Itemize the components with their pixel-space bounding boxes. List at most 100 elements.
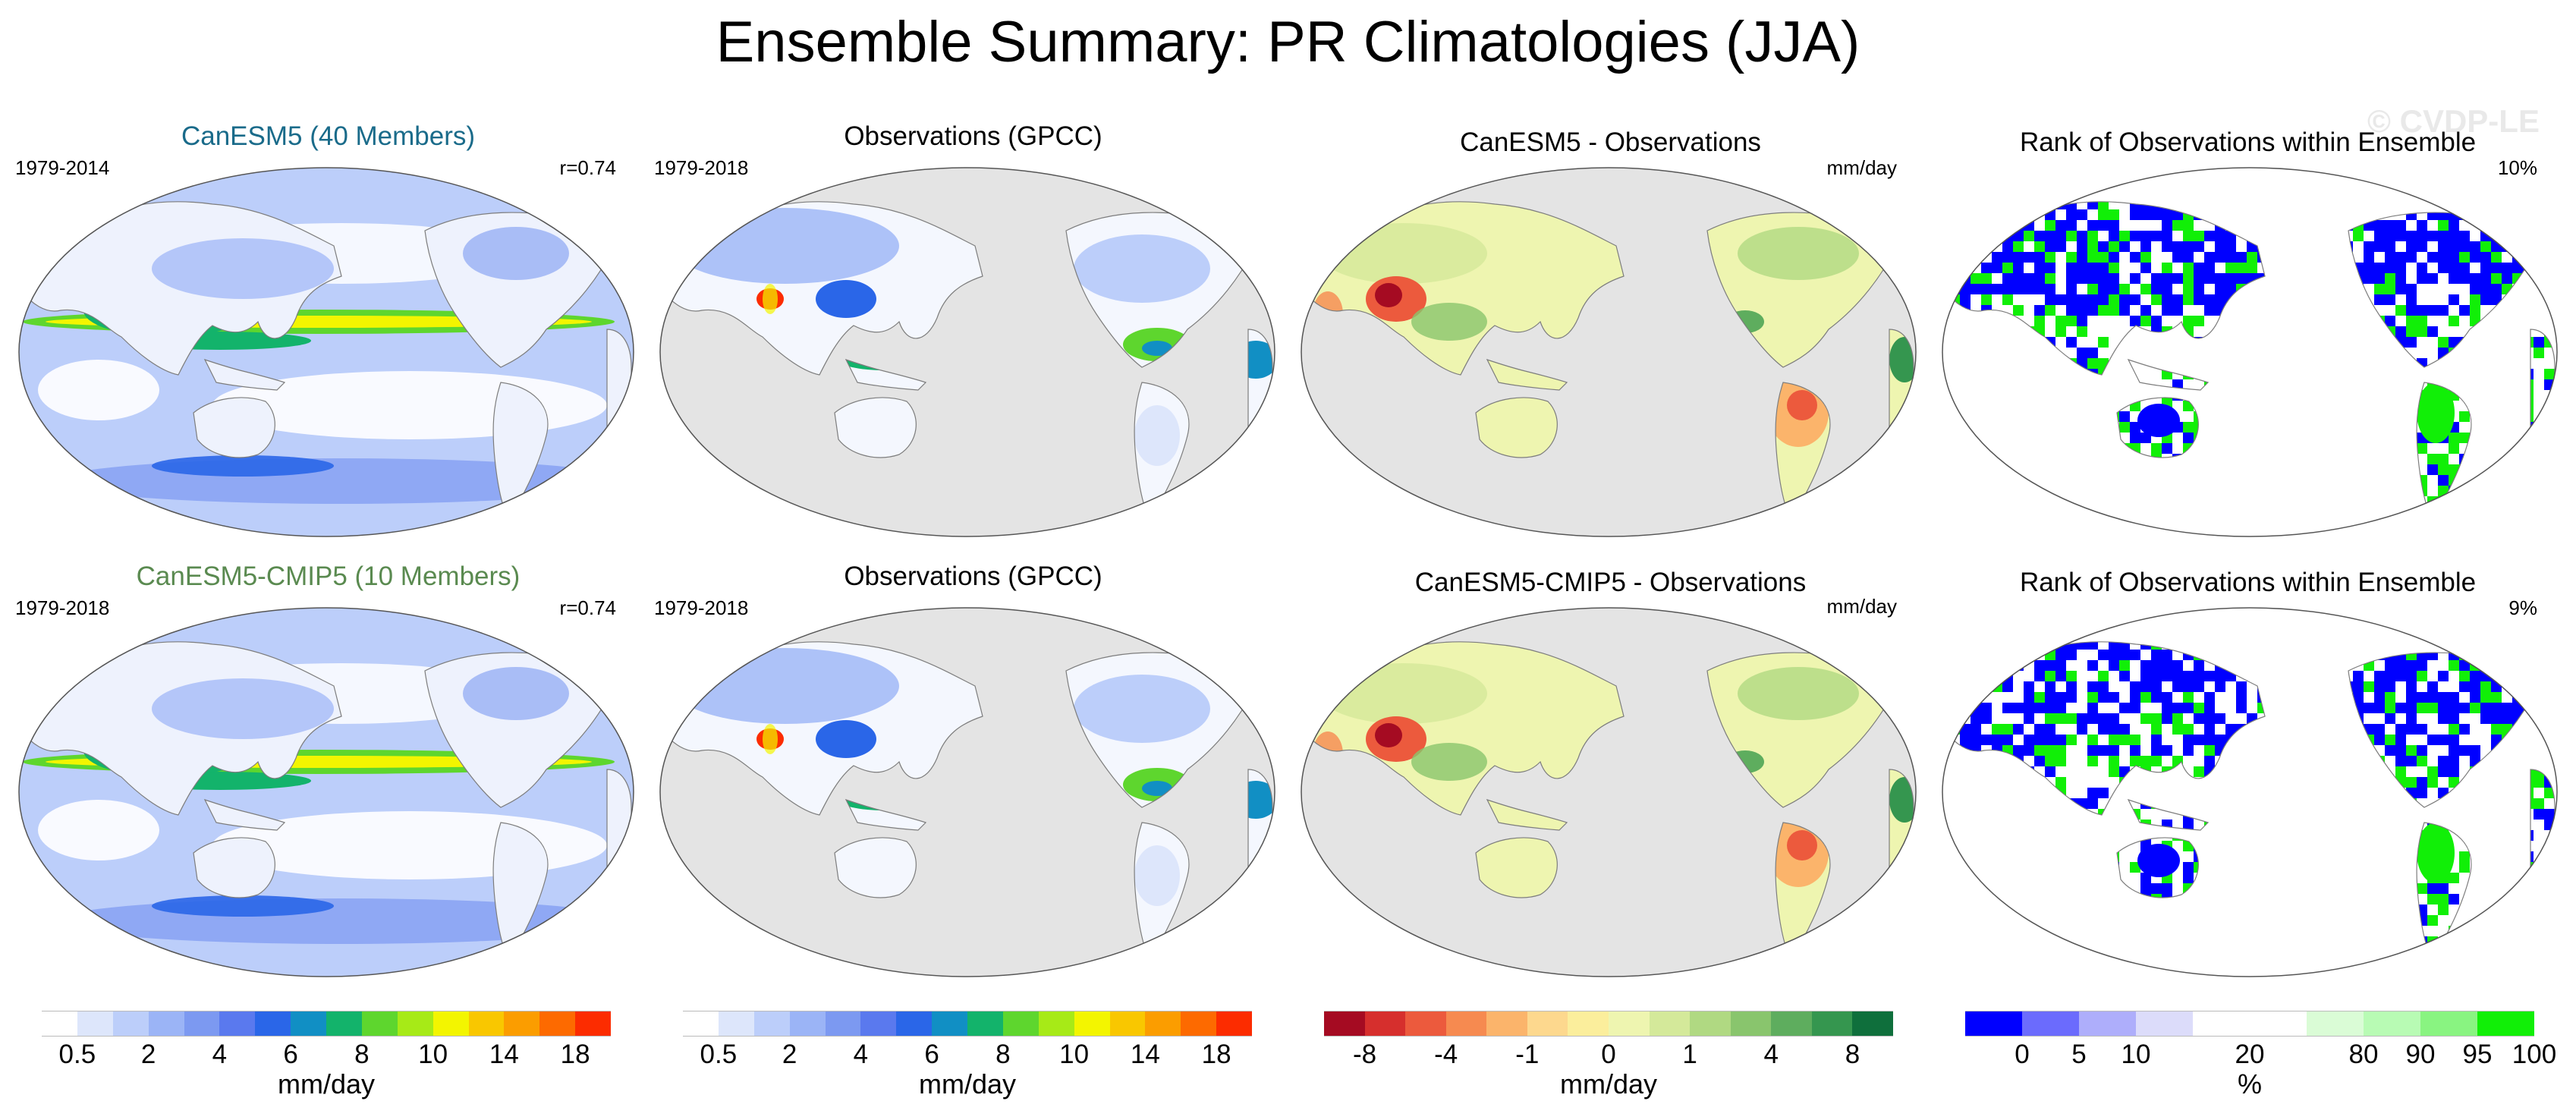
period-label-model-row2: 1979-2018 (15, 596, 110, 619)
panel-title-diff-row2: CanESM5-CMIP5 - Observations (1414, 568, 1807, 597)
period-label-model-row1: 1979-2014 (15, 156, 110, 179)
map-model-row2 (18, 607, 634, 977)
colorbar-tick-label: 2 (782, 1040, 797, 1069)
panel-title-obs-row1: Observations (GPCC) (844, 121, 1102, 151)
globe-outline (18, 167, 634, 537)
colorbar-swatch (2193, 1011, 2250, 1037)
map-obs-row1 (659, 167, 1275, 537)
colorbar-swatch (112, 1011, 149, 1037)
map-obs-row2 (659, 607, 1275, 977)
coastline-seasia (2127, 798, 2210, 831)
colorbar-swatch (1074, 1011, 1110, 1037)
coastline-seasia (1486, 798, 1568, 831)
coastline-eurasia (1304, 201, 1625, 376)
colorbar-unit-label: mm/day (918, 1068, 1017, 1100)
colorbar-tick-label: 2 (140, 1040, 156, 1069)
colorbar-swatch (1527, 1011, 1568, 1037)
colorbar-tick-label: 100 (2512, 1040, 2557, 1069)
coastline-seasia (845, 358, 927, 391)
colorbar-swatch (1609, 1011, 1650, 1037)
panel-title-model-row1: CanESM5 (40 Members) (181, 121, 476, 151)
colorbar-swatch (1486, 1011, 1528, 1037)
colorbar-swatch (255, 1011, 291, 1037)
panel-title-model-row2: CanESM5-CMIP5 (10 Members) (136, 562, 521, 591)
colorbar-swatch (683, 1011, 719, 1037)
colorbar-swatch (42, 1011, 77, 1037)
coastline-australia (834, 397, 917, 458)
colorbar-swatch (1771, 1011, 1813, 1037)
coastline-greenland (2484, 189, 2556, 232)
colorbar-swatch (432, 1011, 469, 1037)
colorbar-swatch (2420, 1011, 2477, 1037)
colorbar-swatch (397, 1011, 433, 1037)
colorbar-tick-label: 4 (853, 1040, 869, 1069)
coastline-australia (2116, 397, 2199, 458)
coastline-australia (193, 837, 275, 898)
coastline-seasia (2127, 358, 2210, 391)
colorbar-swatch (1038, 1011, 1074, 1037)
colorbar-tick-label: 10 (2121, 1040, 2151, 1069)
colorbar-swatch (789, 1011, 826, 1037)
correlation-label-row2: r=0.74 (559, 596, 616, 619)
panel-title-diff-row1: CanESM5 - Observations (1460, 127, 1761, 157)
colorbar-tick-label: 80 (2348, 1040, 2379, 1069)
colorbar-tick-label: 8 (995, 1040, 1011, 1069)
colorbar-swatch (361, 1011, 398, 1037)
colorbar-tick-label: 6 (924, 1040, 939, 1069)
globe-outline (1301, 607, 1917, 977)
colorbar-swatch (326, 1011, 362, 1037)
coastline-seasia (203, 798, 286, 831)
coastline-seasia (203, 358, 286, 391)
colorbar-swatch (860, 1011, 897, 1037)
colorbar-tick-label: -1 (1515, 1040, 1540, 1069)
colorbar-swatch (1405, 1011, 1447, 1037)
colorbar-tick-label: 0 (1601, 1040, 1616, 1069)
colorbar-swatch (1364, 1011, 1406, 1037)
colorbar-swatch (967, 1011, 1003, 1037)
colorbar-swatch (575, 1011, 612, 1037)
colorbar-swatch (1109, 1011, 1146, 1037)
colorbar-tick-label: 1 (1682, 1040, 1697, 1069)
colorbar-swatch (718, 1011, 754, 1037)
ocean-fill (1301, 168, 1916, 536)
colorbar-swatch (1445, 1011, 1487, 1037)
figure-title: Ensemble Summary: PR Climatologies (JJA) (716, 10, 1860, 74)
colorbar-swatch (2022, 1011, 2079, 1037)
colorbar-swatch (825, 1011, 861, 1037)
colorbar-swatch (2079, 1011, 2136, 1037)
map-rank-row1 (1942, 167, 2558, 537)
map-diff-row2 (1301, 607, 1917, 977)
panel-title-obs-row2: Observations (GPCC) (844, 562, 1102, 591)
colorbar-tick-label: 14 (1130, 1040, 1160, 1069)
coastline-greenland (1843, 629, 1914, 672)
colorbar-swatch (2136, 1011, 2193, 1037)
colorbar-swatch (184, 1011, 220, 1037)
coastline-australia (1475, 837, 1558, 898)
correlation-label-row1: r=0.74 (559, 156, 616, 179)
colorbar-swatch (1568, 1011, 1609, 1037)
colorbar-swatch (1145, 1011, 1181, 1037)
colorbar-swatch (148, 1011, 184, 1037)
coastline-eurasia (1945, 201, 2266, 376)
colorbar-tick-label: 5 (2071, 1040, 2087, 1069)
colorbar-swatch (1852, 1011, 1894, 1037)
colorbar-tick-label: 8 (1845, 1040, 1860, 1069)
globe-outline (18, 607, 634, 977)
colorbar-swatch (291, 1011, 327, 1037)
colorbar-swatch (1730, 1011, 1772, 1037)
coastline-greenland (1202, 189, 1273, 232)
coastline-eurasia (1945, 641, 2266, 816)
colorbar-tick-label: 14 (489, 1040, 519, 1069)
panel-title-rank-row1: Rank of Observations within Ensemble (2019, 127, 2477, 157)
map-model-row1 (18, 167, 634, 537)
ocean-fill (1942, 608, 2557, 977)
coastline-australia (1475, 397, 1558, 458)
colorbar-tick-label: 18 (560, 1040, 590, 1069)
coastline-greenland (2484, 629, 2556, 672)
coastline-eurasia (663, 201, 983, 376)
coastline-seasia (1486, 358, 1568, 391)
globe-outline (659, 607, 1275, 977)
units-label-diff-row1: mm/day (1826, 156, 1897, 179)
colorbar-tick-label: 95 (2462, 1040, 2493, 1069)
period-label-obs-row1: 1979-2018 (654, 156, 749, 179)
